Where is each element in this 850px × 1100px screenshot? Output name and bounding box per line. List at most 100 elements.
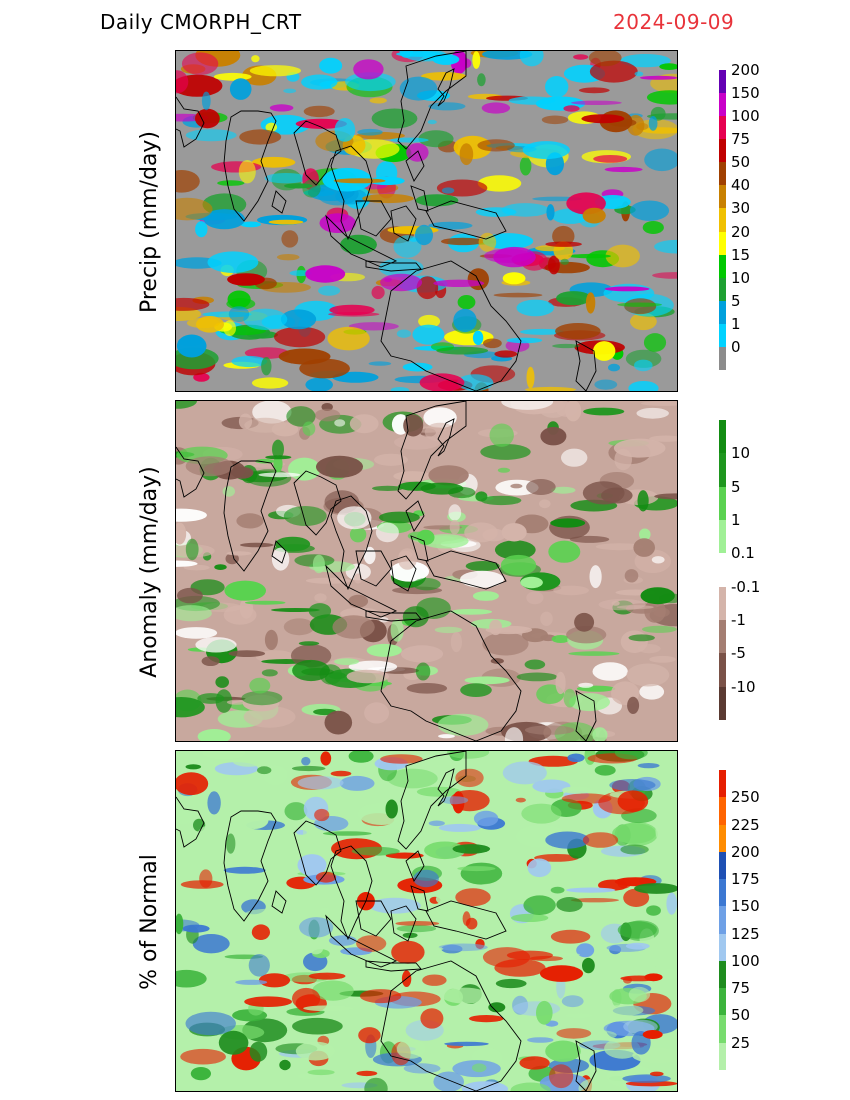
rain-field-patch (231, 355, 268, 368)
rain-field-patch (606, 1004, 644, 1016)
rain-field-patch (555, 323, 601, 340)
map-canvas (176, 751, 677, 1091)
coastline (397, 401, 467, 500)
rain-field-patch (550, 886, 565, 894)
rain-field-patch (545, 831, 590, 849)
coastline (355, 900, 392, 937)
rain-field-patch (460, 683, 492, 697)
rain-field-patch (524, 725, 575, 735)
rain-field-patch (249, 1041, 268, 1062)
rain-field-patch (563, 688, 576, 708)
rain-field-patch (506, 337, 543, 344)
colorbar-swatch (719, 851, 726, 880)
rain-field-patch (330, 770, 352, 777)
rain-field-patch (612, 823, 656, 844)
coastline (437, 418, 455, 457)
rain-field-patch (295, 1041, 336, 1061)
colorbar-swatch (719, 93, 726, 117)
coastline (575, 1040, 597, 1091)
rain-field-patch (471, 1063, 487, 1073)
coastline (380, 610, 522, 741)
rain-field-patch (604, 1038, 641, 1059)
rain-field-patch (520, 328, 564, 335)
rain-field-patch (368, 361, 392, 366)
rain-field-patch (472, 330, 484, 345)
rain-field-patch (508, 96, 556, 105)
colorbar-tick-label: 30 (731, 199, 751, 218)
rain-field-patch (592, 727, 608, 741)
rain-field-patch (457, 295, 476, 310)
rain-field-patch (573, 54, 589, 60)
rain-field-patch (617, 921, 657, 939)
rain-field-patch (181, 52, 219, 75)
rain-field-patch (608, 363, 620, 372)
rain-field-patch (582, 481, 625, 505)
rain-field-patch (415, 194, 459, 207)
rain-field-patch (223, 866, 266, 874)
rain-field-patch (176, 772, 209, 796)
rain-field-patch (574, 612, 595, 632)
rain-field-patch (389, 561, 430, 582)
rain-field-patch (625, 942, 650, 950)
rain-field-patch (428, 820, 445, 827)
rain-field-patch (521, 803, 562, 824)
rain-field-patch (345, 72, 396, 92)
rain-field-patch (568, 253, 611, 259)
rain-field-patch (264, 629, 278, 650)
rain-field-patch (356, 1070, 378, 1077)
coastline (425, 900, 507, 940)
rain-field-patch (585, 292, 596, 314)
coastline (223, 110, 277, 222)
rain-field-patch (358, 1027, 381, 1044)
rain-field-patch (366, 643, 402, 657)
rain-field-patch (519, 1056, 550, 1070)
coastline (425, 550, 507, 590)
rain-field-patch (617, 302, 662, 307)
rain-field-patch (244, 600, 286, 605)
rain-field-patch (380, 754, 423, 764)
rain-field-patch (312, 554, 325, 574)
rain-field-patch (440, 796, 469, 805)
colorbar-swatch (719, 323, 726, 347)
rain-field-patch (243, 706, 296, 728)
rain-field-patch (334, 118, 356, 142)
rain-field-patch (241, 690, 283, 706)
rain-field-patch (472, 51, 481, 69)
rain-field-patch (223, 605, 257, 625)
coastline (410, 885, 429, 912)
rain-field-patch (303, 1005, 354, 1012)
rain-field-patch (227, 273, 265, 286)
colorbar-tick-label: 250 (731, 788, 760, 807)
rain-field-patch (649, 655, 676, 663)
rain-field-patch (176, 605, 212, 622)
rain-field-patch (603, 977, 629, 986)
rain-field-patch (396, 925, 437, 933)
colorbar-tick-label: 0.1 (731, 544, 755, 563)
coastline (575, 690, 597, 741)
anomaly-colorbar: -10 -5 -1 -0.1 0.1 1 5 10 (719, 420, 760, 720)
colorbar-swatch (719, 453, 726, 487)
rain-field-patch (455, 768, 484, 788)
rain-field-patch (500, 554, 537, 576)
rain-field-patch (395, 921, 440, 926)
rain-field-patch (441, 187, 455, 194)
rain-field-patch (582, 957, 595, 974)
rain-field-patch (475, 491, 488, 502)
rain-field-patch (320, 751, 332, 766)
rain-field-patch (588, 51, 622, 67)
rain-field-patch (576, 943, 595, 958)
rain-field-patch (334, 419, 346, 427)
colorbar-swatch (719, 824, 726, 852)
rain-field-patch (218, 1030, 249, 1055)
rain-field-patch (459, 143, 474, 166)
rain-field-patch (504, 727, 524, 741)
rain-field-patch (396, 329, 411, 338)
coastline (271, 190, 287, 214)
rain-field-patch (556, 1028, 592, 1039)
rain-field-patch (257, 854, 269, 860)
colorbar-swatch (719, 208, 726, 232)
rain-field-patch (415, 662, 431, 681)
coastline (330, 145, 373, 241)
rain-field-patch (420, 1008, 444, 1029)
rain-field-patch (258, 472, 301, 478)
